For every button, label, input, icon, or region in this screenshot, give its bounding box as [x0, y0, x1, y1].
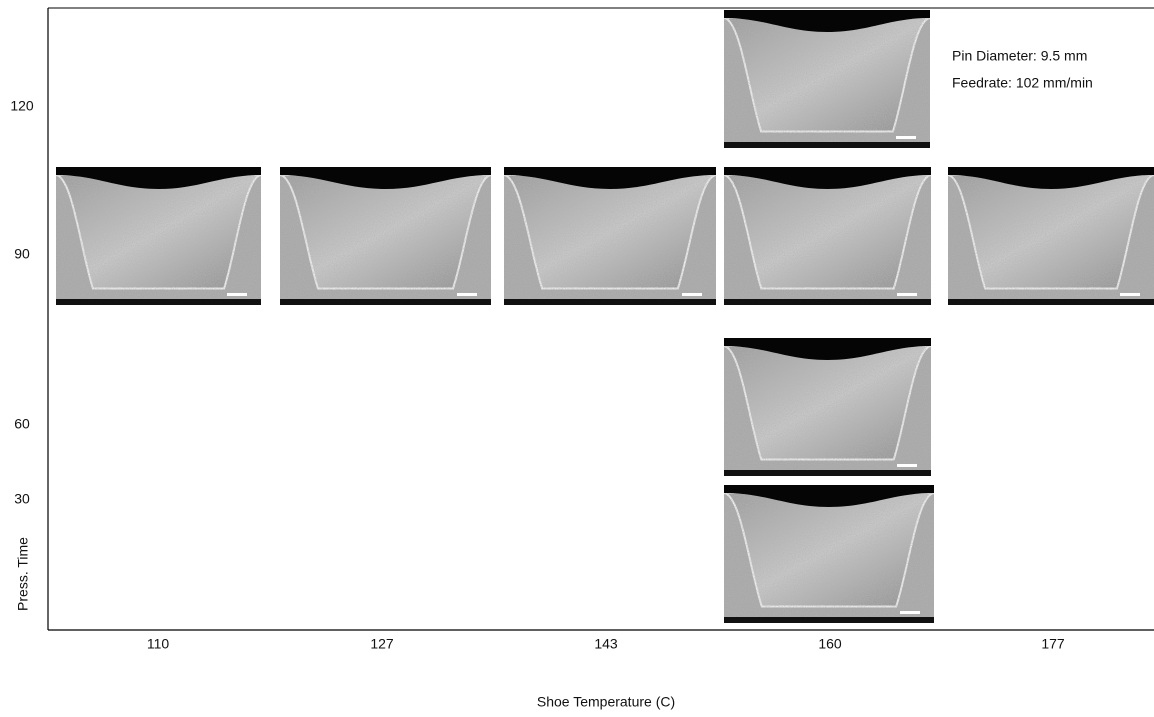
annotation: Feedrate: 102 mm/min: [952, 75, 1093, 91]
scale-bar: [897, 293, 917, 296]
micrograph: [724, 10, 930, 148]
micrograph-bottom: [724, 142, 930, 148]
y-tick-label: 60: [14, 416, 30, 432]
micrograph-bottom: [56, 299, 261, 305]
scale-bar: [1120, 293, 1140, 296]
micrograph: [56, 167, 261, 305]
micrograph: [504, 167, 716, 305]
y-axis-label: Press. Time: [15, 537, 31, 611]
micrograph-bottom: [280, 299, 491, 305]
scale-bar: [900, 611, 920, 614]
scale-bar: [896, 136, 916, 139]
micrograph-bottom: [504, 299, 716, 305]
x-tick-label: 143: [594, 636, 618, 652]
scale-bar: [227, 293, 247, 296]
micrograph-bottom: [724, 470, 931, 476]
micrograph: [724, 485, 934, 623]
y-tick-label: 30: [14, 491, 30, 507]
figure: Pin Diameter: 9.5 mm Feedrate: 102 mm/mi…: [0, 0, 1154, 717]
x-tick-label: 177: [1041, 636, 1065, 652]
scale-bar: [682, 293, 702, 296]
micrograph-bottom: [724, 617, 934, 623]
scale-bar: [897, 464, 917, 467]
x-axis-label: Shoe Temperature (C): [537, 694, 675, 710]
y-tick-label: 120: [10, 98, 34, 114]
micrographs: [56, 10, 1154, 623]
scale-bar: [457, 293, 477, 296]
x-tick-label: 160: [818, 636, 842, 652]
y-tick-label: 90: [14, 246, 30, 262]
micrograph: [724, 338, 931, 476]
x-tick-label: 110: [147, 636, 170, 652]
x-tick-label: 127: [370, 636, 394, 652]
annotation: Pin Diameter: 9.5 mm: [952, 48, 1087, 64]
micrograph-bottom: [948, 299, 1154, 305]
micrograph-bottom: [724, 299, 931, 305]
micrograph: [724, 167, 931, 305]
micrograph: [280, 167, 491, 305]
micrograph: [948, 167, 1154, 305]
